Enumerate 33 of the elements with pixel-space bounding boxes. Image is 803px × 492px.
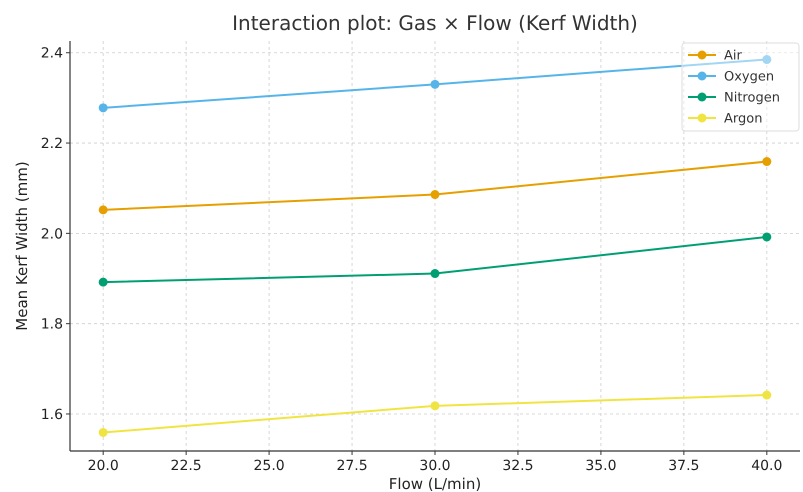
point: [762, 232, 772, 242]
y-tick-label: 2.2: [40, 136, 63, 152]
x-axis-title: Flow (L/min): [388, 475, 482, 492]
point: [430, 80, 440, 89]
x-tick-label: 27.5: [336, 458, 368, 474]
x-tick-label: 37.5: [668, 458, 700, 474]
x-tick-label: 30.0: [419, 458, 451, 474]
x-tick-label: 35.0: [585, 458, 616, 474]
legend-label: Argon: [724, 112, 762, 127]
legend-label: Nitrogen: [724, 90, 780, 106]
x-tick-label: 20.0: [88, 458, 119, 474]
x-tick-label: 32.5: [502, 458, 534, 474]
point: [98, 205, 108, 214]
y-tick-label: 2.0: [40, 226, 63, 242]
x-tick-label: 22.5: [170, 458, 202, 474]
x-tick-label: 25.0: [254, 458, 285, 474]
point: [98, 103, 108, 112]
point: [98, 278, 108, 287]
point: [762, 390, 772, 400]
legend-label: Air: [724, 48, 743, 64]
point: [762, 55, 772, 64]
legend-label: Oxygen: [724, 70, 774, 85]
x-tick-label: 40.0: [751, 458, 782, 474]
point: [98, 428, 108, 437]
chart-title: Interaction plot: Gas × Flow (Kerf Width): [232, 11, 638, 35]
point: [762, 157, 772, 166]
y-tick-label: 1.6: [40, 406, 64, 423]
y-tick-label: 1.8: [40, 316, 63, 333]
y-axis-title: Mean Kerf Width (mm): [13, 161, 31, 331]
y-tick-label: 2.4: [40, 46, 64, 62]
point: [430, 269, 440, 278]
point: [430, 401, 440, 410]
point: [430, 190, 440, 200]
